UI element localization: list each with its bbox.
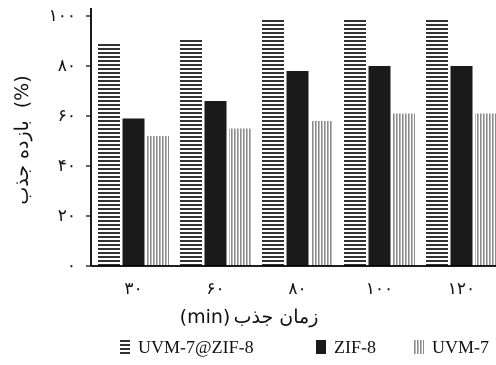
y-tick-label: ۱۰۰ <box>49 6 76 26</box>
bar-zif-8-80 <box>286 71 309 266</box>
legend-label: UVM-7 <box>432 337 489 357</box>
bar-uvm-7-zif-8-120 <box>426 18 448 266</box>
y-tick-label: ۲۰ <box>58 206 76 226</box>
x-ticks: ۳۰ ۶۰ ۸۰ ۱۰۰ ۱۲۰ <box>124 279 475 299</box>
legend-label: ZIF-8 <box>334 337 376 357</box>
x-axis-label: زمان جذب <box>234 306 319 328</box>
y-tick-label: ۶۰ <box>58 106 76 126</box>
bar-uvm-7-zif-8-60 <box>180 38 202 266</box>
y-tick-label: ۴۰ <box>58 156 76 176</box>
bar-uvm-7-100 <box>393 113 415 266</box>
legend-swatch <box>120 340 130 354</box>
y-ticks: ۰ ۲۰ ۴۰ ۶۰ ۸۰ ۱۰۰ <box>49 6 91 276</box>
x-tick-label: ۸۰ <box>288 279 306 299</box>
bar-uvm-7-80 <box>311 121 333 266</box>
y-axis-label: بازده جذب (%) <box>11 75 33 204</box>
legend-label: UVM-7@ZIF-8 <box>138 337 254 357</box>
x-tick-label: ۶۰ <box>206 279 224 299</box>
y-axis-label-unit: (%) <box>11 75 33 108</box>
bar-zif-8-120 <box>450 66 473 266</box>
bar-zif-8-30 <box>122 118 145 266</box>
legend-swatch <box>316 340 326 354</box>
x-tick-label: ۱۰۰ <box>366 279 393 299</box>
x-axis-unit: (min) <box>180 306 231 328</box>
bar-uvm-7-zif-8-30 <box>98 43 120 266</box>
axes <box>90 8 496 267</box>
bars-group <box>98 18 496 266</box>
y-tick-label: ۰ <box>67 256 76 276</box>
bar-uvm-7-zif-8-100 <box>344 18 366 266</box>
y-tick-label: ۸۰ <box>58 56 76 76</box>
x-tick-label: ۱۲۰ <box>448 279 475 299</box>
bar-uvm-7-60 <box>229 128 251 266</box>
bar-uvm-7-zif-8-80 <box>262 18 284 266</box>
y-axis-label-main: بازده جذب <box>11 120 33 204</box>
bar-uvm-7-30 <box>147 136 169 266</box>
legend: UVM-7@ZIF-8 ZIF-8 UVM-7 <box>120 337 489 357</box>
x-tick-label: ۳۰ <box>124 279 142 299</box>
legend-swatch <box>414 340 424 354</box>
bar-zif-8-60 <box>204 101 227 266</box>
bar-uvm-7-120 <box>475 113 496 266</box>
bar-zif-8-100 <box>368 66 391 266</box>
